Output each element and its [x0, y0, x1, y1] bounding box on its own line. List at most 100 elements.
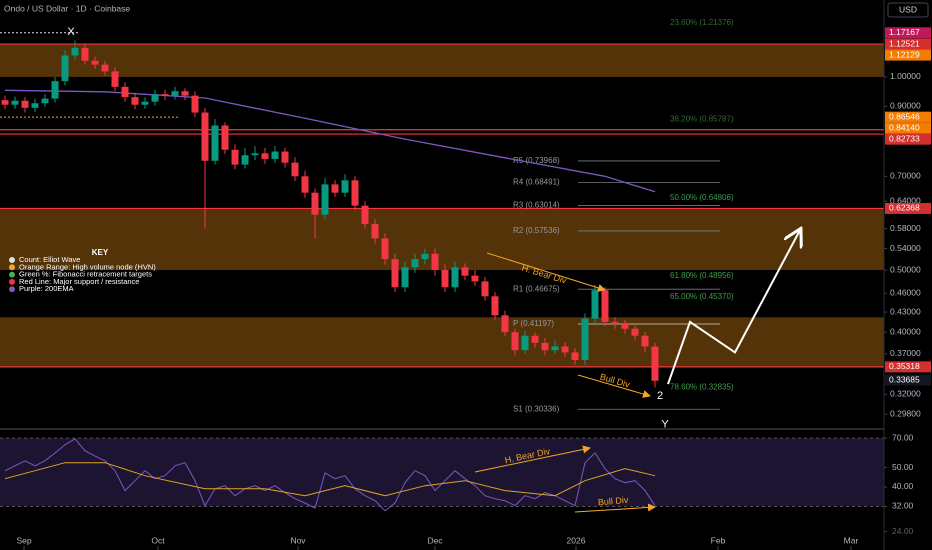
price-tag-label: 0.86546	[889, 111, 920, 121]
candle-body	[541, 342, 549, 351]
candle-body	[441, 270, 449, 288]
y-tick-label: 0.50000	[890, 264, 921, 274]
divergence-label: Bull Div	[598, 495, 630, 508]
x-tick-label: Nov	[290, 535, 306, 545]
candle-body	[91, 60, 99, 65]
candle-body	[71, 47, 79, 56]
x-tick-label: Oct	[151, 535, 165, 545]
chart-title: Ondo / US Dollar · 1D · Coinbase	[4, 3, 130, 13]
y-tick-label: 0.37000	[890, 348, 921, 358]
y-tick-label: 0.40000	[890, 326, 921, 336]
price-tag	[885, 374, 931, 386]
hvn-zone	[0, 44, 884, 77]
rsi-band	[0, 438, 884, 507]
key-swatch	[9, 264, 15, 271]
price-tag-label: 0.82733	[889, 133, 920, 143]
pivot-label: P (0.41197)	[513, 319, 554, 328]
candle-body	[201, 112, 209, 161]
fib-label: 61.80% (0.48956)	[670, 271, 734, 280]
rsi-line	[4, 438, 656, 512]
candle-body	[61, 55, 69, 82]
candle-body	[161, 94, 169, 96]
key-swatch	[9, 278, 15, 285]
candle-body	[371, 223, 379, 239]
x-tick-label: Feb	[711, 535, 726, 545]
y-tick-label: 1.00000	[890, 71, 921, 81]
rsi-tick-label: 50.00	[892, 462, 914, 472]
candle-body	[561, 346, 569, 353]
candle-body	[281, 151, 289, 163]
key-swatch	[9, 257, 15, 263]
candle-body	[191, 95, 199, 113]
candle-body	[51, 81, 59, 99]
price-tag	[885, 111, 931, 123]
unit-box	[887, 2, 929, 18]
x-tick-label: Dec	[427, 535, 443, 545]
candle-body	[291, 162, 299, 177]
candle-body	[481, 281, 489, 297]
candle-body	[141, 101, 149, 105]
candle-body	[531, 335, 539, 343]
wave-label: 2	[657, 390, 663, 402]
fib-label: 78.60% (0.32835)	[670, 382, 734, 391]
price-tag	[885, 133, 931, 145]
candle-body	[631, 328, 639, 336]
price-tag	[885, 49, 931, 61]
candle-body	[331, 184, 339, 193]
candle-body	[41, 98, 49, 104]
divergence-arrow	[577, 374, 651, 398]
candle-body	[611, 321, 619, 324]
y-tick-label: 0.32000	[890, 389, 921, 399]
candle-body	[651, 346, 659, 381]
candle-body	[501, 315, 509, 333]
candle-body	[451, 267, 459, 288]
y-tick-label: 0.46000	[890, 288, 921, 298]
candle-body	[571, 352, 579, 361]
key-label: Purple: 200EMA	[19, 284, 74, 293]
price-tag	[885, 361, 931, 373]
hvn-zone	[0, 317, 884, 367]
candle-body	[461, 267, 469, 276]
price-tag-label: 1.17167	[889, 27, 920, 37]
fib-label: 65.00% (0.45370)	[670, 292, 734, 301]
pivot-label: R2 (0.57536)	[513, 226, 560, 235]
candle-body	[551, 346, 559, 351]
candle-body	[511, 332, 519, 351]
fib-label: 38.20% (0.85787)	[670, 115, 734, 124]
candle-body	[261, 153, 269, 159]
candle-body	[641, 335, 649, 347]
price-tag	[885, 38, 931, 50]
pivot-label: R3 (0.63014)	[513, 201, 560, 210]
candle-body	[471, 275, 479, 282]
candle-body	[351, 180, 359, 206]
key-label: Red Line: Major support / resistance	[19, 277, 139, 286]
candle-body	[131, 97, 139, 105]
y-tick-label: 0.29800	[890, 408, 921, 418]
candle-body	[231, 149, 239, 165]
candle-body	[621, 323, 629, 329]
candle-body	[1, 100, 9, 105]
rsi-tick-label: 40.00	[892, 481, 914, 491]
hvn-zone	[0, 208, 884, 271]
y-tick-label: 0.54000	[890, 243, 921, 253]
rsi-ma-line	[4, 462, 656, 497]
candle-body	[381, 238, 389, 260]
divergence-arrow	[486, 252, 606, 292]
x-tick-label: Sep	[16, 535, 31, 545]
candle-body	[101, 64, 109, 72]
wave-label: X	[67, 26, 75, 38]
candle-body	[221, 125, 229, 150]
candle-body	[401, 267, 409, 288]
candle-body	[211, 125, 219, 161]
price-tag-label: 0.62368	[889, 203, 920, 213]
price-tag	[885, 202, 931, 214]
candle-body	[341, 180, 349, 193]
candle-body	[421, 253, 429, 260]
price-tag	[885, 122, 931, 134]
y-tick-label: 0.64000	[890, 196, 921, 206]
divergence-arrow	[574, 503, 656, 513]
price-tag-label: 1.12521	[889, 38, 920, 48]
candle-body	[601, 290, 609, 322]
rsi-tick-label: 70.00	[892, 432, 914, 442]
